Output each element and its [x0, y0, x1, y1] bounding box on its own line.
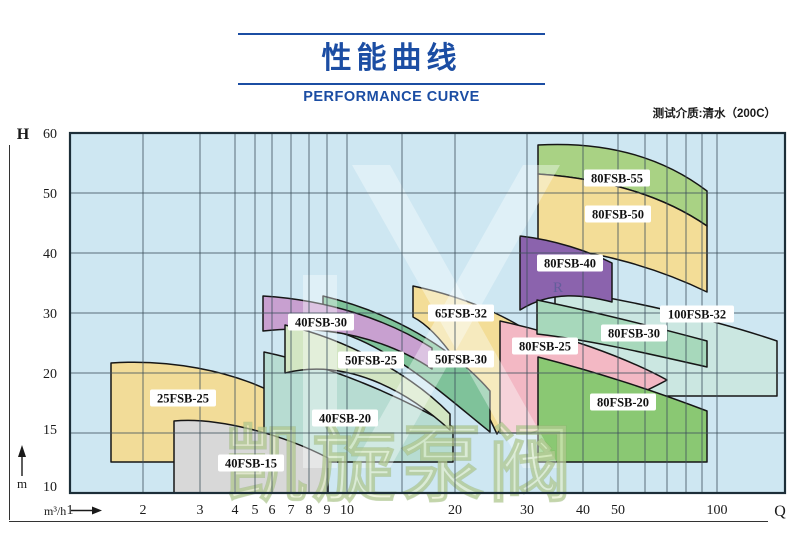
- region-label: 65FSB-32: [435, 307, 487, 321]
- region-label-box: [338, 351, 404, 369]
- x-axis-arrowhead-icon: [92, 506, 102, 515]
- x-axis-unit: m³/h: [44, 504, 66, 518]
- region-50FSB-25: [284, 324, 451, 431]
- region-label: 25FSB-25: [157, 392, 209, 406]
- x-tick-label: 4: [232, 503, 239, 518]
- region-label: 40FSB-30: [295, 316, 347, 330]
- x-tick-label: 6: [269, 503, 276, 518]
- x-tick-label: 5: [252, 503, 259, 518]
- page-title: 性能曲线: [321, 42, 462, 75]
- y-tick-label: 20: [43, 367, 57, 382]
- region-label-box: [512, 337, 578, 355]
- x-tick-label: 40: [576, 503, 590, 518]
- region-label-box: [590, 393, 656, 411]
- region-label-box: [312, 409, 378, 427]
- region-label-box: [601, 324, 667, 342]
- x-tick-label: 8: [306, 503, 313, 518]
- plot-border: [68, 131, 787, 495]
- region-label-box: [288, 313, 354, 331]
- y-tick-label: 50: [43, 187, 57, 202]
- region-label: 80FSB-30: [608, 327, 660, 341]
- y-tick-label: 30: [43, 307, 57, 322]
- region-label: 80FSB-20: [597, 396, 649, 410]
- y-tick-label: 40: [43, 247, 57, 262]
- y-tick-label: 60: [43, 127, 57, 142]
- region-label: 40FSB-15: [225, 457, 277, 471]
- region-label: 50FSB-25: [345, 354, 397, 368]
- region-label-box: [150, 389, 216, 407]
- y-axis-arrowhead-icon: [18, 445, 26, 457]
- y-tick-label: 10: [43, 480, 57, 495]
- x-tick-label: 2: [140, 503, 147, 518]
- x-tick-label: 100: [707, 503, 728, 518]
- watermark-r-mark: R: [553, 280, 563, 296]
- region-label: 80FSB-50: [592, 208, 644, 222]
- y-axis-symbol: H: [17, 126, 30, 143]
- page-subtitle: PERFORMANCE CURVE: [303, 89, 480, 105]
- x-axis-symbol: Q: [774, 503, 786, 520]
- region-label-box: [585, 205, 651, 223]
- x-tick-label: 1: [67, 503, 74, 518]
- y-tick-label: 15: [43, 423, 57, 438]
- region-label-box: [660, 305, 734, 323]
- region-label: 80FSB-55: [591, 172, 643, 186]
- region-label-box: [428, 304, 494, 322]
- region-label: 40FSB-20: [319, 412, 371, 426]
- y-axis-unit: m: [17, 476, 27, 491]
- test-medium-note: 测试介质:清水（200C）: [652, 108, 776, 120]
- region-label-box: [428, 350, 494, 368]
- x-tick-label: 50: [611, 503, 625, 518]
- x-tick-label: 30: [520, 503, 534, 518]
- region-label-box: [537, 254, 603, 272]
- region-label-box: [218, 454, 284, 472]
- region-label-box: [584, 169, 650, 187]
- region-label: 80FSB-40: [544, 257, 596, 271]
- region-label: 80FSB-25: [519, 340, 571, 354]
- x-tick-label: 9: [324, 503, 331, 518]
- x-tick-label: 3: [197, 503, 204, 518]
- x-tick-label: 10: [340, 503, 354, 518]
- x-tick-label: 7: [288, 503, 295, 518]
- title-block: 性能曲线: [238, 33, 545, 85]
- region-label: 50FSB-30: [435, 353, 487, 367]
- region-label: 100FSB-32: [668, 308, 726, 322]
- x-tick-label: 20: [448, 503, 462, 518]
